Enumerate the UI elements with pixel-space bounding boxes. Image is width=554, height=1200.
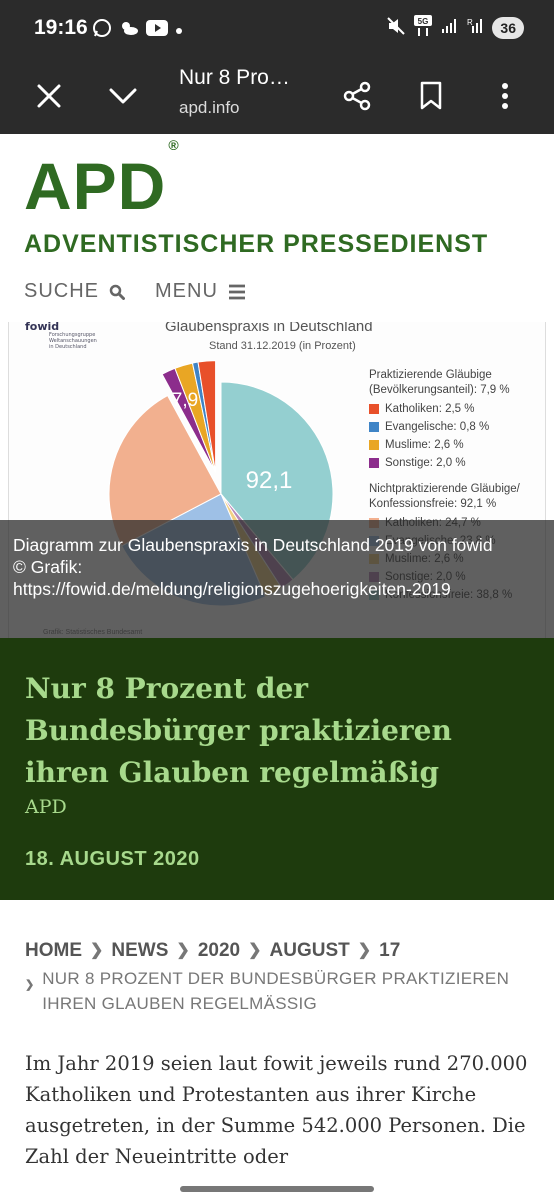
svg-text:R: R [467,18,473,27]
article-title: Nur 8 Prozent der Bundesbürger praktizie… [25,672,452,789]
whatsapp-icon [92,18,112,42]
battery-indicator: 36 [492,17,524,39]
legend-item-practicing-2: Muslime: 2,6 % [369,436,549,454]
signal-icon [440,17,458,39]
legend-item-practicing-3: Sonstige: 2,0 % [369,454,549,472]
chevron-right-icon: ❯ [357,942,372,959]
signal-r-icon: R [466,17,484,39]
close-button[interactable] [29,76,69,116]
menu-label: MENU [155,280,218,302]
search-icon [109,284,126,300]
legend-item-practicing-0: Katholiken: 2,5 % [369,400,549,418]
legend-swatch [369,422,379,432]
share-button[interactable] [337,76,377,116]
legend-item-practicing-1: Evangelische: 0,8 % [369,418,549,436]
chart-subtitle: Stand 31.12.2019 (in Prozent) [209,340,356,352]
article-body: Im Jahr 2019 seien laut fowit jeweils ru… [25,1052,528,1168]
browser-toolbar: Nur 8 Pro… apd.info [0,58,554,134]
fowid-logo: fowid [25,322,60,333]
legend-text: Muslime: 2,6 % [385,438,464,451]
page-title[interactable]: Nur 8 Pro… [179,66,290,89]
hero-image[interactable]: fowid Forschungsgruppe Weltanschauungen … [0,322,554,638]
breadcrumb-day[interactable]: 17 [379,940,401,961]
bookmark-button[interactable] [411,76,451,116]
chart-title: Glaubenspraxis in Deutschland [165,322,373,335]
fowid-logo-subtitle: Forschungsgruppe Weltanschauungen in Deu… [49,332,97,350]
caption-credit: © Grafik: [13,557,83,577]
bookmark-icon [420,81,442,110]
logo-text: APD [24,149,167,223]
youtube-icon [146,20,168,40]
5g-icon: 5G [414,15,433,41]
legend-text: Katholiken: 2,5 % [385,402,475,415]
article-author[interactable]: APD [25,796,67,818]
close-icon [37,84,61,108]
more-vert-icon [502,83,508,109]
svg-text:5G: 5G [418,17,429,26]
article-date: 18. AUGUST 2020 [25,848,200,870]
chevron-right-icon: ❯ [25,979,35,991]
search-button[interactable]: SUCHE [24,280,126,303]
more-options-button[interactable] [485,76,525,116]
breadcrumb-year[interactable]: 2020 [197,940,241,961]
legend-header-practicing: Praktizierende Gläubige (Bevölkerungsant… [369,369,510,396]
status-bar: 19:16 5G R 36 [0,0,554,58]
menu-button[interactable]: MENU [155,280,246,303]
home-indicator[interactable] [180,1186,374,1192]
page-url[interactable]: apd.info [179,98,240,117]
system-icons: 5G R 36 [386,15,524,41]
site-subtitle: ADVENTISTISCHER PRESSEDIENST [24,230,489,258]
legend-swatch [369,404,379,414]
pie-label-large: 92,1 [246,467,293,494]
legend-text: Evangelische: 0,8 % [385,420,490,433]
breadcrumb-month[interactable]: AUGUST [269,940,350,961]
mute-icon [386,16,406,40]
dot-icon [174,21,184,40]
breadcrumb-news[interactable]: NEWS [111,940,169,961]
breadcrumb: HOME ❯ NEWS ❯ 2020 ❯ AUGUST ❯ 17 ❯ NUR 8… [25,940,535,1016]
minimize-button[interactable] [103,76,143,116]
site-logo[interactable]: APD® [24,137,179,224]
legend-swatch [369,458,379,468]
site-nav: SUCHE MENU [24,280,246,303]
caption-description: Diagramm zur Glaubenspraxis in Deutschla… [13,535,493,555]
legend-swatch [369,440,379,450]
caption-source-link[interactable]: https://fowid.de/meldung/religionszugeho… [13,579,451,599]
pie-slice-katholiken-p [197,360,217,473]
breadcrumb-current: NUR 8 PROZENT DER BUNDESBÜRGER PRAKTIZIE… [42,969,510,1013]
pie-label-small: 7,9 [172,390,198,411]
search-label: SUCHE [24,280,100,302]
article-header: Nur 8 Prozent der Bundesbürger praktizie… [0,638,554,900]
chevron-down-icon [109,88,137,104]
hamburger-icon [228,284,245,299]
status-time: 19:16 [34,16,88,39]
legend-header-nonpracticing: Nichtpraktizierende Gläubige/ Konfession… [369,483,520,510]
notification-icons [92,18,184,42]
chevron-right-icon: ❯ [90,942,104,959]
chevron-right-icon: ❯ [248,942,262,959]
weather-icon [118,18,140,42]
share-icon [343,81,371,111]
registered-mark: ® [168,137,180,153]
image-caption: Diagramm zur Glaubenspraxis in Deutschla… [0,520,554,638]
breadcrumb-home[interactable]: HOME [25,940,82,961]
legend-text: Sonstige: 2,0 % [385,456,466,469]
chevron-right-icon: ❯ [176,942,190,959]
